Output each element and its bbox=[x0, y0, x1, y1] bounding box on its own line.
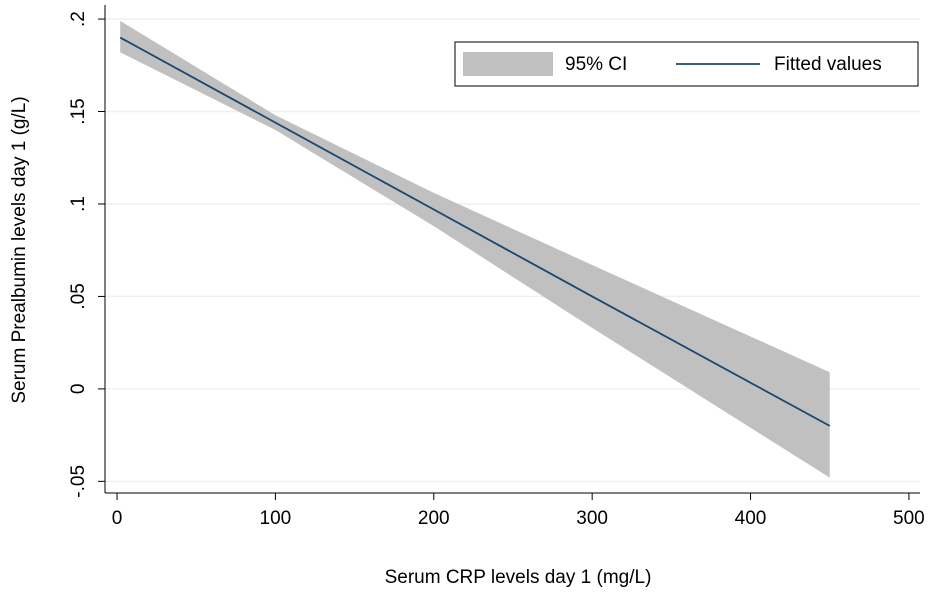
y-tick-label: .05 bbox=[68, 283, 89, 309]
legend-label: 95% CI bbox=[565, 54, 627, 75]
y-tick-label: .15 bbox=[68, 98, 89, 124]
y-axis-title: Serum Prealbumin levels day 1 (g/L) bbox=[9, 96, 30, 403]
x-tick-label: 300 bbox=[576, 508, 608, 529]
x-tick-label: 400 bbox=[735, 508, 767, 529]
y-tick-label: -.05 bbox=[68, 465, 89, 498]
legend-swatch bbox=[463, 52, 553, 76]
x-tick-label: 0 bbox=[112, 508, 123, 529]
legend-label: Fitted values bbox=[774, 54, 882, 75]
x-tick-label: 500 bbox=[893, 508, 925, 529]
fitted-line bbox=[119, 36, 831, 427]
y-tick-label: 0 bbox=[68, 384, 89, 395]
y-tick-label: .2 bbox=[68, 11, 89, 27]
x-tick-label: 100 bbox=[260, 508, 292, 529]
x-axis-title: Serum CRP levels day 1 (mg/L) bbox=[385, 567, 652, 588]
x-tick-label: 200 bbox=[418, 508, 450, 529]
y-tick-label: .1 bbox=[68, 196, 89, 212]
